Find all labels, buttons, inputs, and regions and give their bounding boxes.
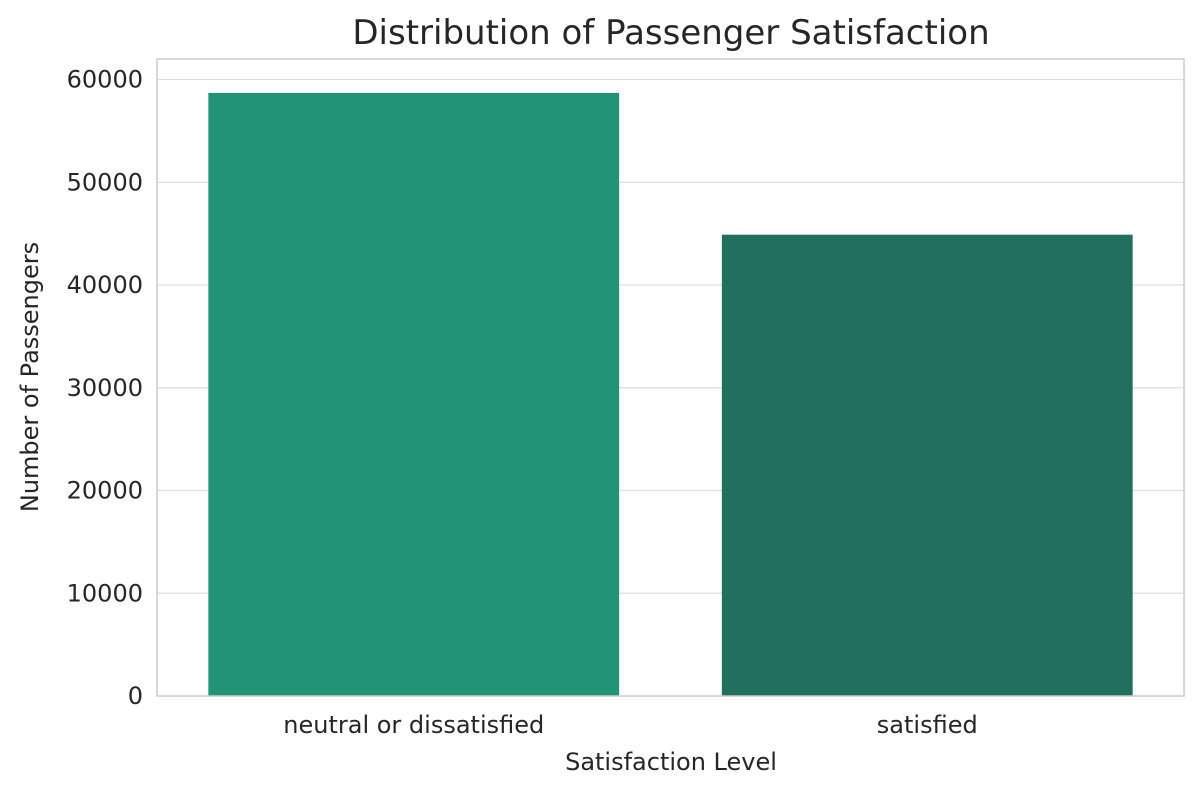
y-tick-label: 30000 — [67, 374, 143, 402]
x-axis-ticks: neutral or dissatisfied satisfied — [283, 711, 977, 739]
y-tick-label: 50000 — [67, 168, 143, 196]
x-tick-label: satisfied — [877, 711, 978, 739]
x-tick-label: neutral or dissatisfied — [283, 711, 544, 739]
bars — [208, 92, 1133, 696]
bar — [208, 92, 620, 696]
y-tick-label: 40000 — [67, 271, 143, 299]
y-axis-label: Number of Passengers — [16, 242, 44, 512]
y-tick-label: 20000 — [67, 477, 143, 505]
y-tick-label: 10000 — [67, 579, 143, 607]
x-axis-label: Satisfaction Level — [565, 748, 777, 776]
plot-frame — [156, 58, 1185, 697]
bar — [721, 234, 1133, 696]
chart-title: Distribution of Passenger Satisfaction — [352, 13, 989, 53]
y-tick-label: 0 — [128, 682, 143, 710]
y-axis-ticks: 0 10000 20000 30000 40000 50000 60000 — [67, 66, 143, 710]
y-tick-label: 60000 — [67, 66, 143, 94]
